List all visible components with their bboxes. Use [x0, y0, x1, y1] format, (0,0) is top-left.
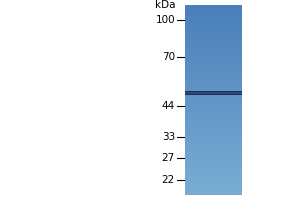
- Text: 70: 70: [162, 52, 175, 62]
- Text: 44: 44: [162, 101, 175, 111]
- Text: 33: 33: [162, 132, 175, 142]
- Text: 100: 100: [155, 15, 175, 25]
- Text: 27: 27: [162, 153, 175, 163]
- Bar: [185, 91, 242, 95]
- Text: 22: 22: [162, 175, 175, 185]
- Bar: [185, 92, 242, 94]
- Text: kDa: kDa: [154, 0, 175, 10]
